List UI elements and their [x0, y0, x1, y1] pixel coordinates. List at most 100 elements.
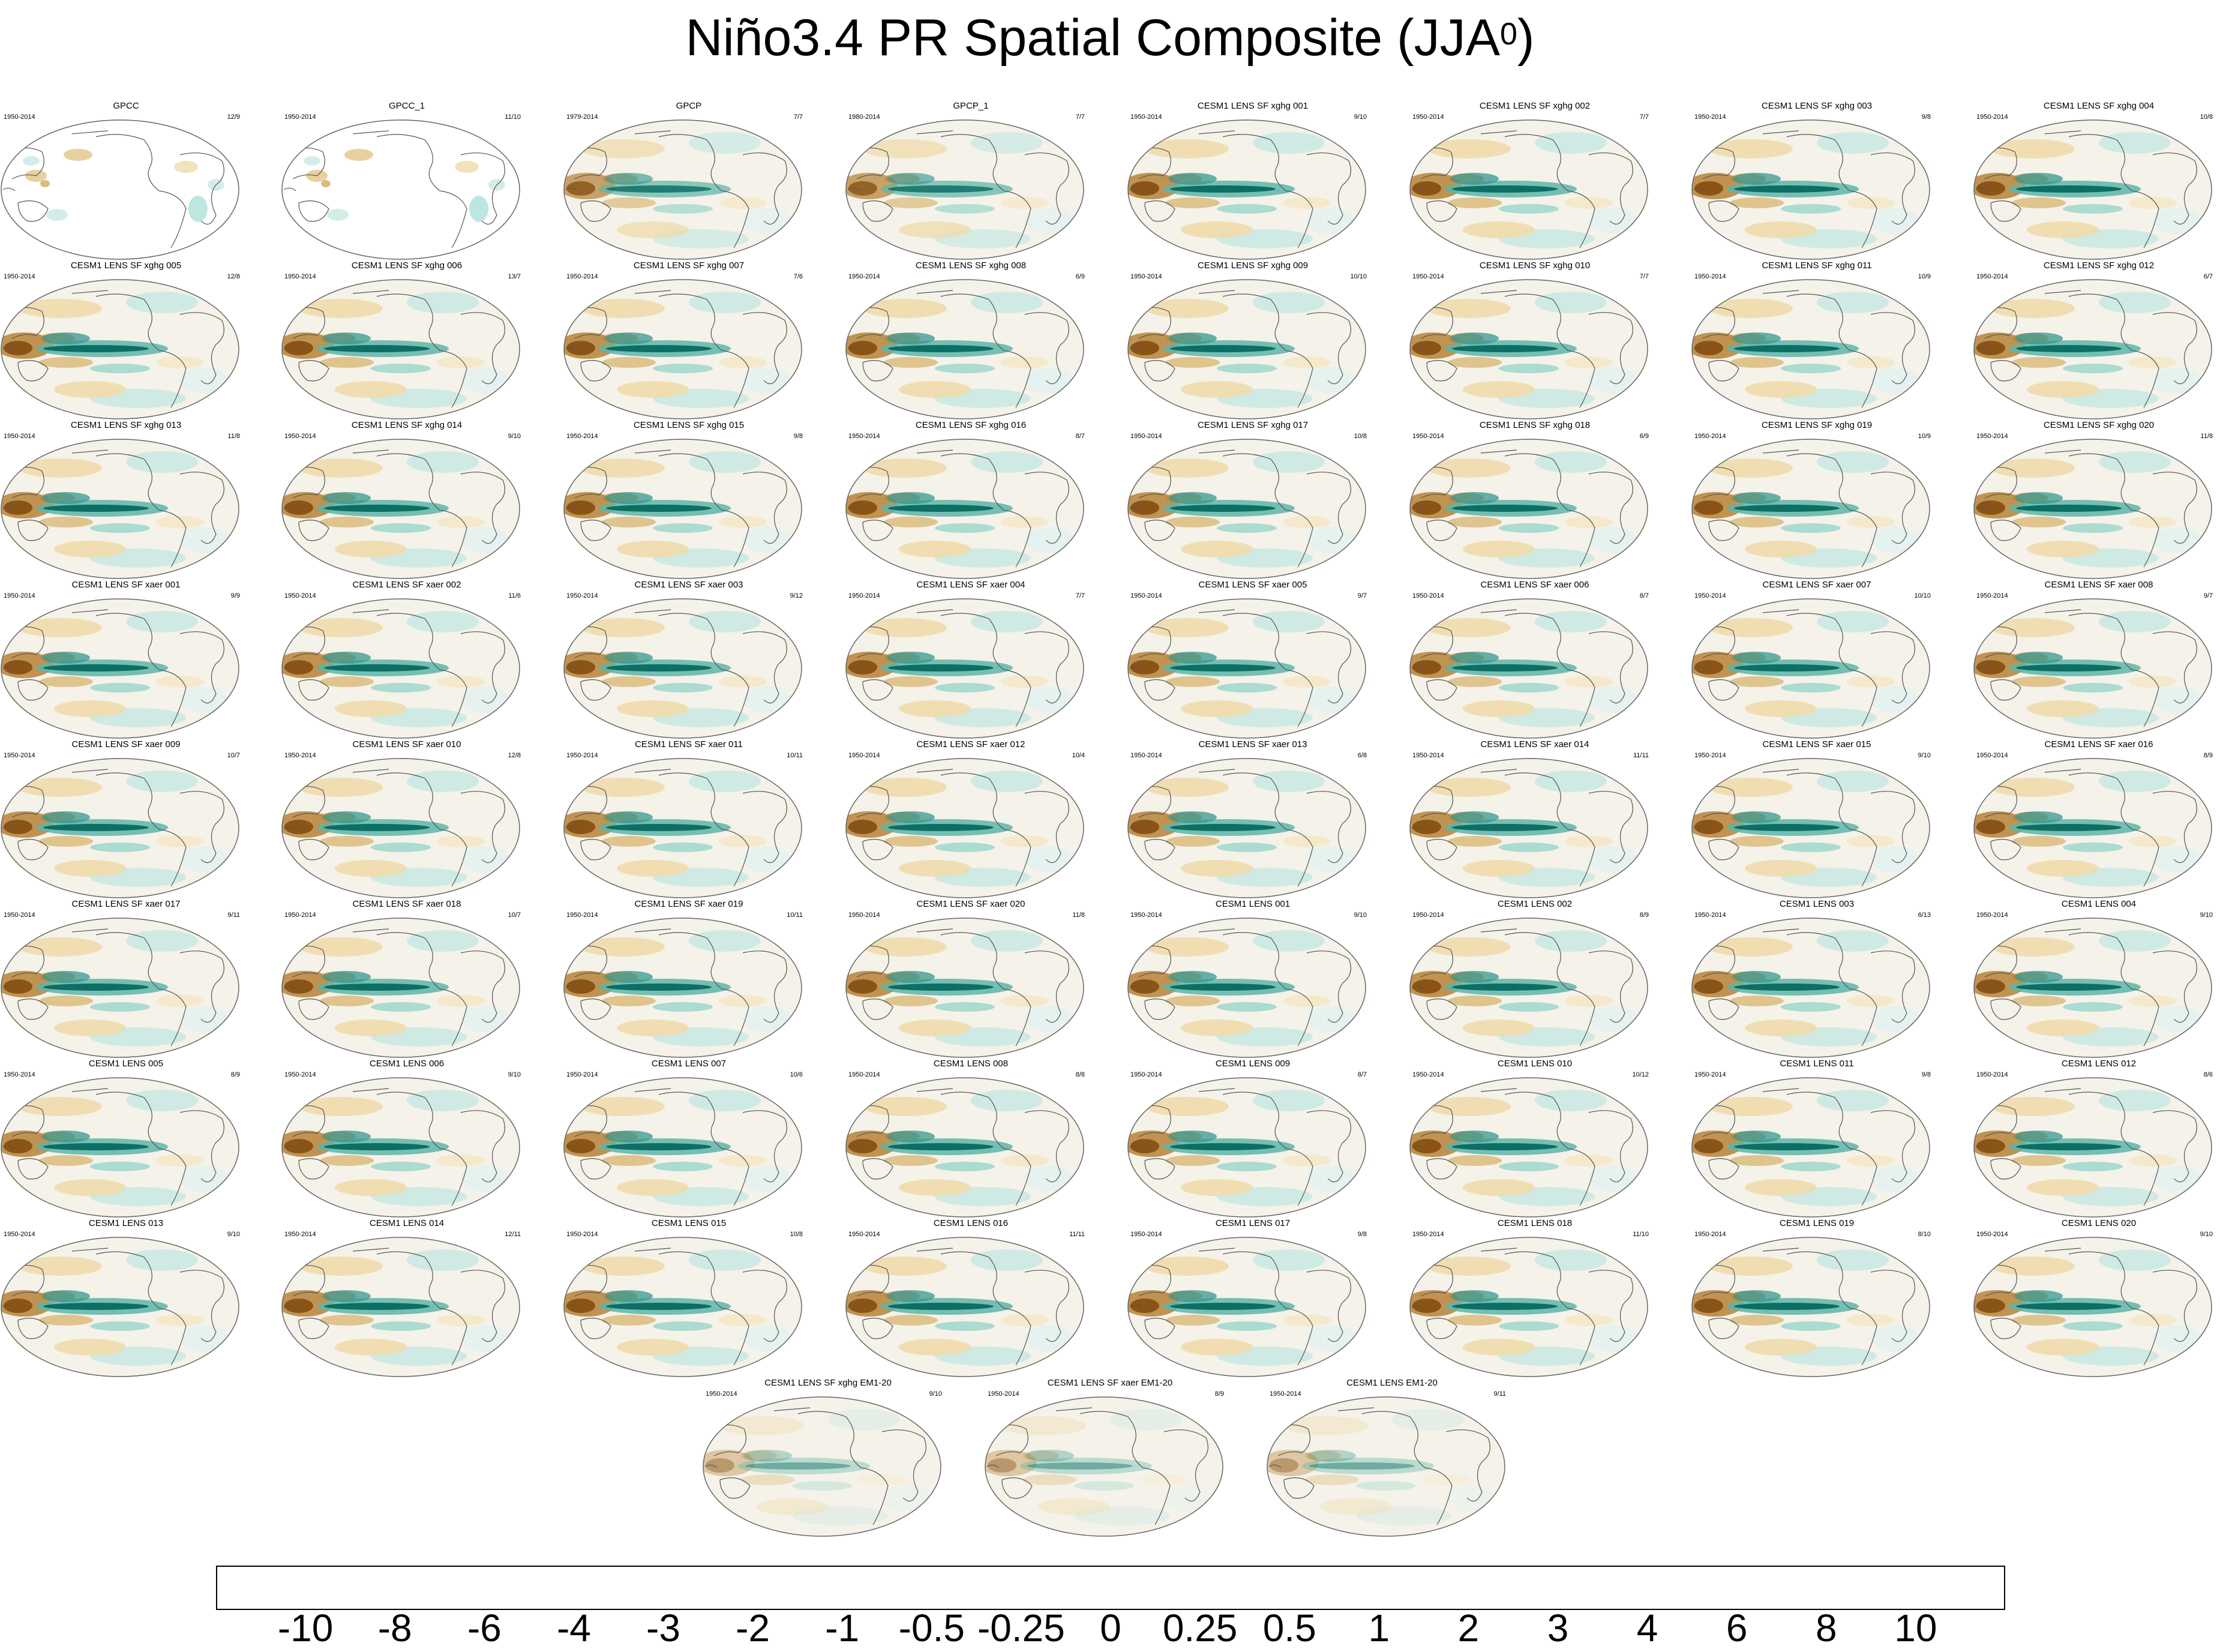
- soft-anomaly-4: [1307, 1006, 1355, 1032]
- spcz-band: [1217, 1321, 1277, 1331]
- dry-band-south: [320, 1155, 374, 1166]
- coast-6: [283, 826, 296, 830]
- map-outline: [563, 279, 802, 419]
- spcz-band: [1499, 843, 1559, 852]
- soft-anomaly-4: [2153, 686, 2201, 713]
- land-anomaly-6: [344, 149, 373, 161]
- soft-anomaly-0: [1253, 1249, 1325, 1271]
- soft-anomaly-0: [407, 451, 479, 473]
- spcz-band: [1499, 204, 1559, 214]
- soft-anomaly-4: [180, 527, 228, 553]
- spcz-band: [371, 1321, 431, 1331]
- spcz-band: [653, 683, 713, 692]
- soft-anomaly-3: [335, 1339, 407, 1356]
- wet-core: [1734, 1303, 1840, 1310]
- map-panel: CESM1 LENS 018 1950-2014 11/10: [1409, 1218, 1661, 1377]
- panel-years: 1950-2014: [4, 273, 35, 280]
- panel-years: 1950-2014: [988, 1390, 1019, 1398]
- coast-4: [1588, 472, 1633, 544]
- coast-4: [742, 1110, 787, 1183]
- soft-anomaly-5: [2129, 197, 2177, 209]
- panel-title: CESM1 LENS SF xaer 005: [1198, 580, 1307, 590]
- soft-anomaly-1: [1709, 299, 1793, 318]
- soft-anomaly-0: [1817, 1090, 1889, 1111]
- map-panel: CESM1 LENS 003 1950-2014 6/13: [1691, 899, 1943, 1058]
- coast-5: [1480, 1248, 1517, 1252]
- map-panel: CESM1 LENS SF xghg 018 1950-2014 6/9: [1409, 420, 1661, 579]
- coast-3: [721, 509, 749, 568]
- soft-anomaly-0: [971, 132, 1043, 154]
- spcz-band: [371, 683, 431, 692]
- coastlines: [565, 130, 787, 248]
- soft-anomaly-4: [1589, 367, 1637, 394]
- coast-5: [352, 1088, 389, 1092]
- dry-core-west: [566, 1139, 595, 1153]
- spcz-band: [1217, 1162, 1277, 1171]
- dry-band-south: [1730, 1315, 1784, 1326]
- panel-event-count: 10/7: [227, 752, 240, 759]
- soft-anomaly-1: [1991, 618, 2075, 637]
- dry-core-west: [566, 500, 595, 515]
- map-panel: CESM1 LENS 019 1950-2014 8/10: [1691, 1218, 1943, 1377]
- coast-2: [1504, 1251, 1568, 1309]
- dry-band-south: [1730, 357, 1784, 368]
- dry-core-west: [848, 1299, 877, 1313]
- panel-title: CESM1 LENS SF xaer 014: [1480, 739, 1589, 749]
- coast-1: [1708, 679, 1739, 701]
- coast-2: [1504, 453, 1568, 511]
- spcz-band: [935, 1162, 995, 1171]
- panel-map: [1409, 439, 1648, 579]
- panel-years: 1950-2014: [566, 273, 598, 280]
- soft-anomaly-2: [1356, 1506, 1452, 1525]
- wet-band-north: [42, 971, 90, 983]
- spcz-band: [2063, 204, 2123, 214]
- coast-1: [1708, 999, 1739, 1020]
- wet-core: [324, 824, 430, 831]
- coast-3: [2131, 988, 2159, 1047]
- soft-anomaly-3: [899, 1179, 971, 1196]
- dry-band-south: [884, 676, 938, 687]
- coast-1: [17, 1158, 49, 1180]
- coast-3: [1003, 1148, 1031, 1206]
- page-title: Niño3.4 PR Spatial Composite (JJA0): [0, 5, 2220, 71]
- dry-core-west: [284, 979, 313, 994]
- coast-4: [1588, 152, 1633, 225]
- coast-5: [71, 1248, 109, 1252]
- dry-core-west: [1976, 181, 2005, 196]
- soft-anomaly-3: [1181, 860, 1253, 877]
- map-outline: [1973, 758, 2212, 898]
- coast-5: [1198, 1248, 1235, 1252]
- soft-anomaly-5: [437, 1314, 485, 1326]
- coast-2: [797, 1411, 862, 1468]
- soft-anomaly-4: [2153, 1006, 2201, 1032]
- soft-anomaly-0: [1535, 930, 1607, 952]
- soft-anomaly-5: [1283, 516, 1331, 528]
- coast-3: [439, 1308, 467, 1366]
- coast-4: [460, 1110, 505, 1183]
- panel-years: 1950-2014: [284, 752, 316, 759]
- wet-core: [1170, 345, 1276, 352]
- panel-title: CESM1 LENS SF xaer 002: [352, 580, 461, 590]
- spcz-band: [653, 204, 713, 214]
- panel-years: 1950-2014: [1976, 273, 2008, 280]
- panel-title: CESM1 LENS SF xaer 018: [352, 899, 461, 909]
- soft-anomaly-4: [1871, 846, 1919, 873]
- panel-title: CESM1 LENS SF xghg 015: [633, 420, 745, 430]
- soft-anomaly-5: [719, 676, 767, 688]
- map-panel: CESM1 LENS SF xaer 008 1950-2014 9/7: [1973, 580, 2220, 739]
- colorbar-tick-label: 1: [1368, 1606, 1390, 1650]
- panel-years: 1950-2014: [1130, 273, 1162, 280]
- coast-4: [460, 152, 505, 225]
- coast-4: [742, 791, 787, 864]
- colorbar-tick-label: -1: [825, 1606, 860, 1650]
- coast-3: [439, 1148, 467, 1206]
- coast-4: [881, 1429, 926, 1502]
- map-outline: [281, 1077, 520, 1218]
- panel-title: CESM1 LENS SF xghg EM1-20: [764, 1378, 892, 1388]
- coast-6: [283, 666, 296, 670]
- panel-event-count: 9/9: [230, 592, 240, 599]
- panel-title: CESM1 LENS SF xghg 014: [351, 420, 463, 430]
- wet-core: [888, 185, 994, 193]
- panel-map: [1267, 1396, 1505, 1537]
- coast-5: [71, 769, 109, 773]
